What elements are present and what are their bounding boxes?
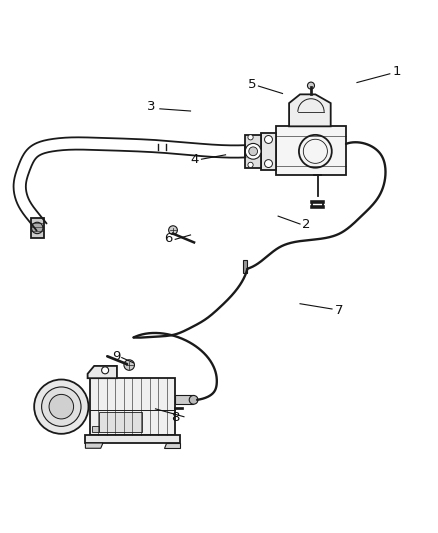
- Text: 5: 5: [247, 78, 256, 91]
- Text: 3: 3: [147, 100, 155, 113]
- Text: 7: 7: [335, 304, 344, 317]
- Polygon shape: [90, 378, 175, 435]
- Text: 8: 8: [171, 411, 180, 424]
- Text: 9: 9: [112, 350, 120, 363]
- Circle shape: [189, 395, 198, 404]
- Circle shape: [248, 162, 253, 167]
- Circle shape: [49, 394, 74, 419]
- Circle shape: [307, 82, 314, 89]
- Text: 6: 6: [164, 231, 173, 245]
- Circle shape: [34, 379, 88, 434]
- Circle shape: [42, 387, 81, 426]
- Polygon shape: [31, 219, 44, 238]
- Circle shape: [245, 143, 261, 159]
- Polygon shape: [99, 413, 142, 432]
- Polygon shape: [245, 135, 261, 168]
- Circle shape: [32, 222, 43, 233]
- Polygon shape: [276, 126, 346, 174]
- Polygon shape: [85, 435, 180, 443]
- Circle shape: [169, 226, 177, 235]
- Polygon shape: [175, 395, 193, 404]
- Polygon shape: [88, 366, 117, 378]
- Polygon shape: [261, 133, 276, 170]
- Polygon shape: [243, 260, 247, 273]
- Circle shape: [102, 367, 109, 374]
- Circle shape: [124, 360, 134, 370]
- Text: 4: 4: [191, 152, 199, 166]
- Polygon shape: [164, 443, 180, 448]
- Polygon shape: [85, 443, 103, 448]
- Text: 2: 2: [302, 219, 311, 231]
- Text: 1: 1: [392, 65, 401, 78]
- Circle shape: [265, 159, 272, 167]
- Polygon shape: [92, 426, 99, 432]
- Polygon shape: [289, 94, 331, 126]
- Circle shape: [248, 135, 253, 140]
- Circle shape: [249, 147, 258, 156]
- Circle shape: [265, 135, 272, 143]
